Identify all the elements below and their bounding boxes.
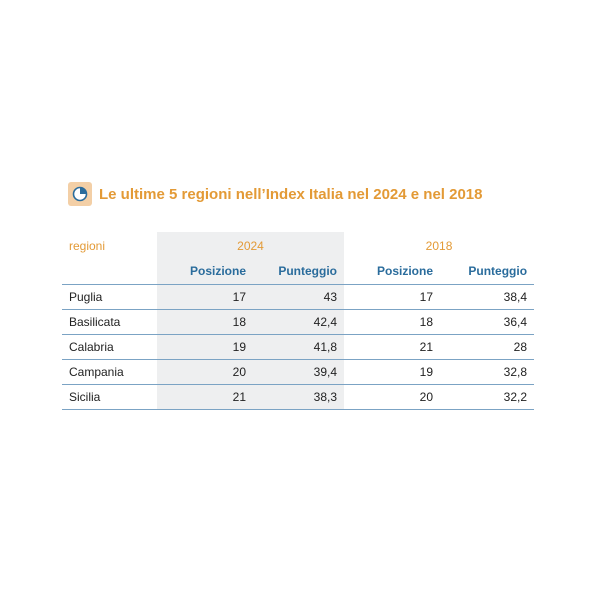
cell-posizione-2024: 19 xyxy=(157,334,253,360)
row-header-label: regioni xyxy=(69,239,106,253)
cell-punteggio-2024: 41,8 xyxy=(253,334,345,360)
cell-posizione-2018: 17 xyxy=(344,284,441,310)
cell-region: Campania xyxy=(62,359,157,385)
table-row: Sicilia 21 38,3 20 32,2 xyxy=(62,384,535,410)
subheader-posizione-2024: Posizione xyxy=(157,260,253,285)
table-row: Calabria 19 41,8 21 28 xyxy=(62,334,535,360)
chart-title: Le ultime 5 regioni nell’Index Italia ne… xyxy=(99,185,483,203)
cell-punteggio-2018: 36,4 xyxy=(440,309,535,335)
cell-punteggio-2024: 39,4 xyxy=(253,359,345,385)
table-row: Puglia 17 43 17 38,4 xyxy=(62,284,535,310)
cell-region: Sicilia xyxy=(62,384,157,410)
subheader-punteggio-2018: Punteggio xyxy=(468,264,528,278)
cell-region: Puglia xyxy=(62,284,157,310)
data-table: regioni 2024 2018 Posizione Punteggio Po… xyxy=(62,232,535,410)
cell-posizione-2018: 20 xyxy=(344,384,441,410)
year-header-2018: 2018 xyxy=(425,239,453,253)
cell-punteggio-2018: 38,4 xyxy=(440,284,535,310)
subheader-punteggio-2024: Punteggio xyxy=(253,260,345,285)
cell-posizione-2018: 21 xyxy=(344,334,441,360)
table-body: Puglia 17 43 17 38,4 Basilicata 18 42,4 18 36,4 Ca… xyxy=(62,284,535,410)
chart-title-block: Le ultime 5 regioni nell’Index Italia ne… xyxy=(68,181,483,207)
cell-punteggio-2018: 32,2 xyxy=(440,384,535,410)
table-row: Basilicata 18 42,4 18 36,4 xyxy=(62,309,535,335)
cell-punteggio-2024: 42,4 xyxy=(253,309,345,335)
cell-posizione-2018: 18 xyxy=(344,309,441,335)
cell-posizione-2024: 18 xyxy=(157,309,253,335)
cell-punteggio-2018: 32,8 xyxy=(440,359,535,385)
subheader-posizione-2018: Posizione xyxy=(377,264,434,278)
year-header-2024: 2024 xyxy=(157,232,345,260)
cell-posizione-2024: 20 xyxy=(157,359,253,385)
blank-header-cell xyxy=(62,260,157,285)
pie-chart-icon xyxy=(68,182,92,206)
cell-punteggio-2018: 28 xyxy=(440,334,535,360)
cell-posizione-2018: 19 xyxy=(344,359,441,385)
cell-region: Calabria xyxy=(62,334,157,360)
cell-punteggio-2024: 43 xyxy=(253,284,345,310)
cell-posizione-2024: 21 xyxy=(157,384,253,410)
cell-punteggio-2024: 38,3 xyxy=(253,384,345,410)
cell-posizione-2024: 17 xyxy=(157,284,253,310)
cell-region: Basilicata xyxy=(62,309,157,335)
table-row: Campania 20 39,4 19 32,8 xyxy=(62,359,535,385)
